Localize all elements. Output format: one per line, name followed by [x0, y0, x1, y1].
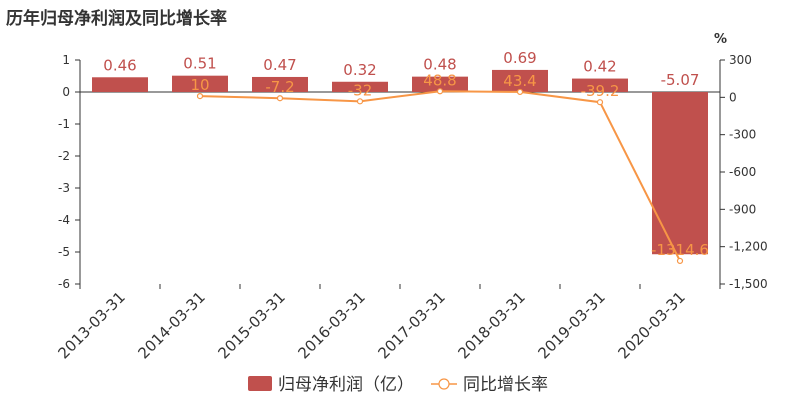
growth-rate-point — [596, 99, 604, 106]
growth-rate-label: -32 — [348, 81, 373, 99]
growth-rate-point — [276, 95, 284, 102]
bar-value-label: 0.47 — [263, 56, 296, 74]
right-tick-label: -300 — [729, 128, 756, 142]
bar — [332, 81, 388, 92]
x-tick-label: 2017-03-31 — [374, 288, 448, 362]
x-tick-label: 2016-03-31 — [294, 288, 368, 362]
bar — [572, 78, 628, 92]
left-tick-label: 0 — [62, 85, 70, 99]
right-tick-label: -1,200 — [729, 240, 768, 254]
bar — [172, 75, 228, 92]
x-tick-label: 2013-03-31 — [54, 288, 128, 362]
growth-rate-line — [199, 90, 681, 262]
left-tick-label: -4 — [58, 213, 70, 227]
growth-rate-label: 10 — [190, 76, 209, 94]
x-tick-label: 2018-03-31 — [454, 288, 528, 362]
right-tick-label: -600 — [729, 165, 756, 179]
growth-rate-point — [516, 88, 524, 96]
bar — [252, 76, 308, 92]
bar-value-label: 0.51 — [183, 55, 216, 73]
bar — [492, 69, 548, 92]
right-axis-unit: % — [714, 32, 727, 47]
growth-rate-point — [356, 98, 364, 105]
right-tick-label: 300 — [729, 53, 752, 67]
growth-rate-label: -7.2 — [265, 78, 294, 96]
left-tick-label: -6 — [58, 277, 70, 291]
right-tick-label: 0 — [729, 90, 737, 104]
bar-value-label: 0.48 — [423, 56, 456, 74]
growth-rate-label: 43.4 — [503, 72, 536, 90]
growth-rate-point — [436, 88, 444, 95]
x-tick-label: 2014-03-31 — [134, 288, 208, 362]
x-tick-label: 2019-03-31 — [534, 288, 608, 362]
x-tick-label: 2020-03-31 — [614, 288, 688, 362]
bar-value-label: 0.69 — [503, 49, 536, 67]
legend-bar-swatch — [248, 376, 272, 391]
growth-rate-point — [676, 257, 684, 265]
legend-line-label: 同比增长率 — [463, 375, 548, 395]
left-tick-label: -1 — [58, 117, 70, 131]
left-tick-label: -3 — [58, 181, 70, 195]
right-tick-label: -1,500 — [729, 277, 768, 291]
bar — [92, 77, 148, 92]
chart-title: 历年归母净利润及同比增长率 — [6, 9, 227, 29]
left-tick-label: -2 — [58, 149, 70, 163]
growth-rate-point — [196, 92, 204, 100]
legend-bar-label: 归母净利润（亿） — [278, 375, 414, 395]
bar — [652, 92, 708, 255]
left-tick-label: -5 — [58, 245, 70, 259]
bar — [412, 76, 468, 92]
growth-rate-label: 48.8 — [423, 71, 456, 89]
growth-rate-label: -1314.6 — [651, 241, 709, 259]
legend-line-marker — [438, 378, 450, 390]
bar-value-label: -5.07 — [661, 71, 700, 89]
right-tick-label: -900 — [729, 202, 756, 216]
left-tick-label: 1 — [62, 53, 70, 67]
growth-rate-label: -39.2 — [581, 82, 620, 100]
bar-value-label: 0.32 — [343, 61, 376, 79]
bar-value-label: 0.42 — [583, 58, 616, 76]
x-tick-label: 2015-03-31 — [214, 288, 288, 362]
bar-value-label: 0.46 — [103, 56, 136, 74]
